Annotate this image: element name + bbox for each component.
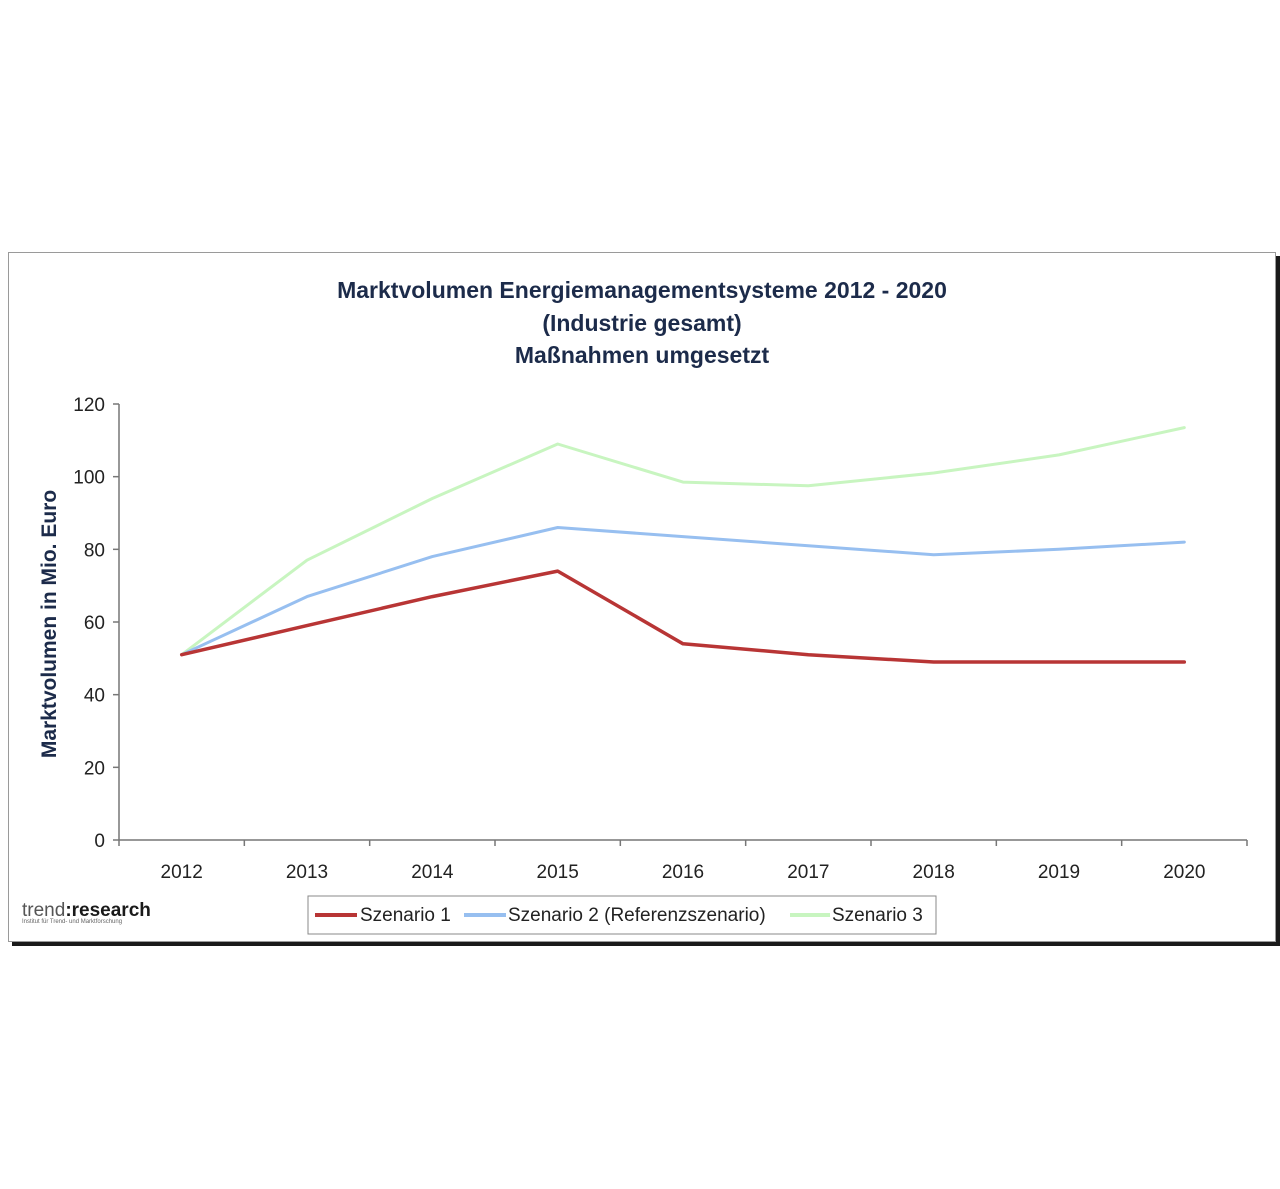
chart-title-line-2: (Industrie gesamt) xyxy=(542,310,741,336)
chart-legend: Szenario 1 Szenario 2 (Referenzszenario) S… xyxy=(307,895,937,935)
y-tick-label: 0 xyxy=(94,831,105,852)
x-tick-label: 2014 xyxy=(411,862,454,883)
y-tick-label: 60 xyxy=(84,613,105,634)
x-tick-label: 2019 xyxy=(1038,862,1080,883)
legend-box xyxy=(307,895,937,935)
series-line-3 xyxy=(180,426,1186,657)
x-tick-label: 2018 xyxy=(913,862,955,883)
y-tick-label: 80 xyxy=(84,540,105,561)
y-axis-title: Marktvolumen in Mio. Euro xyxy=(38,490,61,758)
y-tick-label: 120 xyxy=(73,395,105,416)
x-axis-ticks: 2012 2013 2014 2015 2016 2017 2018 2019 2020 xyxy=(118,840,1248,883)
y-tick-label: 40 xyxy=(84,686,105,707)
x-tick-label: 2012 xyxy=(161,862,203,883)
chart-title-line-3: Maßnahmen umgesetzt xyxy=(515,342,770,368)
y-tick-label: 100 xyxy=(73,468,105,489)
x-tick-label: 2016 xyxy=(662,862,704,883)
axes xyxy=(118,404,1247,841)
chart-title-line-1: Marktvolumen Energiemanagementsysteme 20… xyxy=(337,277,947,303)
logo-tagline: Institut für Trend- und Marktforschung xyxy=(22,919,122,925)
y-axis-ticks: 0 20 40 60 80 100 120 xyxy=(73,395,119,852)
legend-label-2: Szenario 2 (Referenzszenario) xyxy=(508,905,766,926)
legend-label-3: Szenario 3 xyxy=(832,905,923,926)
trend-research-logo: trend:research Institut für Trend- und M… xyxy=(22,900,151,925)
x-tick-label: 2015 xyxy=(537,862,579,883)
chart-frame: Marktvolumen Energiemanagementsysteme 20… xyxy=(8,252,1276,942)
line-chart: Marktvolumen Energiemanagementsysteme 20… xyxy=(22,277,1248,935)
series-lines xyxy=(179,426,1187,664)
chart-title: Marktvolumen Energiemanagementsysteme 20… xyxy=(337,277,947,368)
legend-label-1: Szenario 1 xyxy=(360,905,451,926)
y-tick-label: 20 xyxy=(84,758,105,779)
logo-wordmark: trend:research xyxy=(22,900,151,921)
x-tick-label: 2013 xyxy=(286,862,328,883)
x-tick-label: 2020 xyxy=(1163,862,1205,883)
series-line-2 xyxy=(180,526,1186,657)
series-line-1 xyxy=(179,569,1187,664)
x-tick-label: 2017 xyxy=(787,862,829,883)
